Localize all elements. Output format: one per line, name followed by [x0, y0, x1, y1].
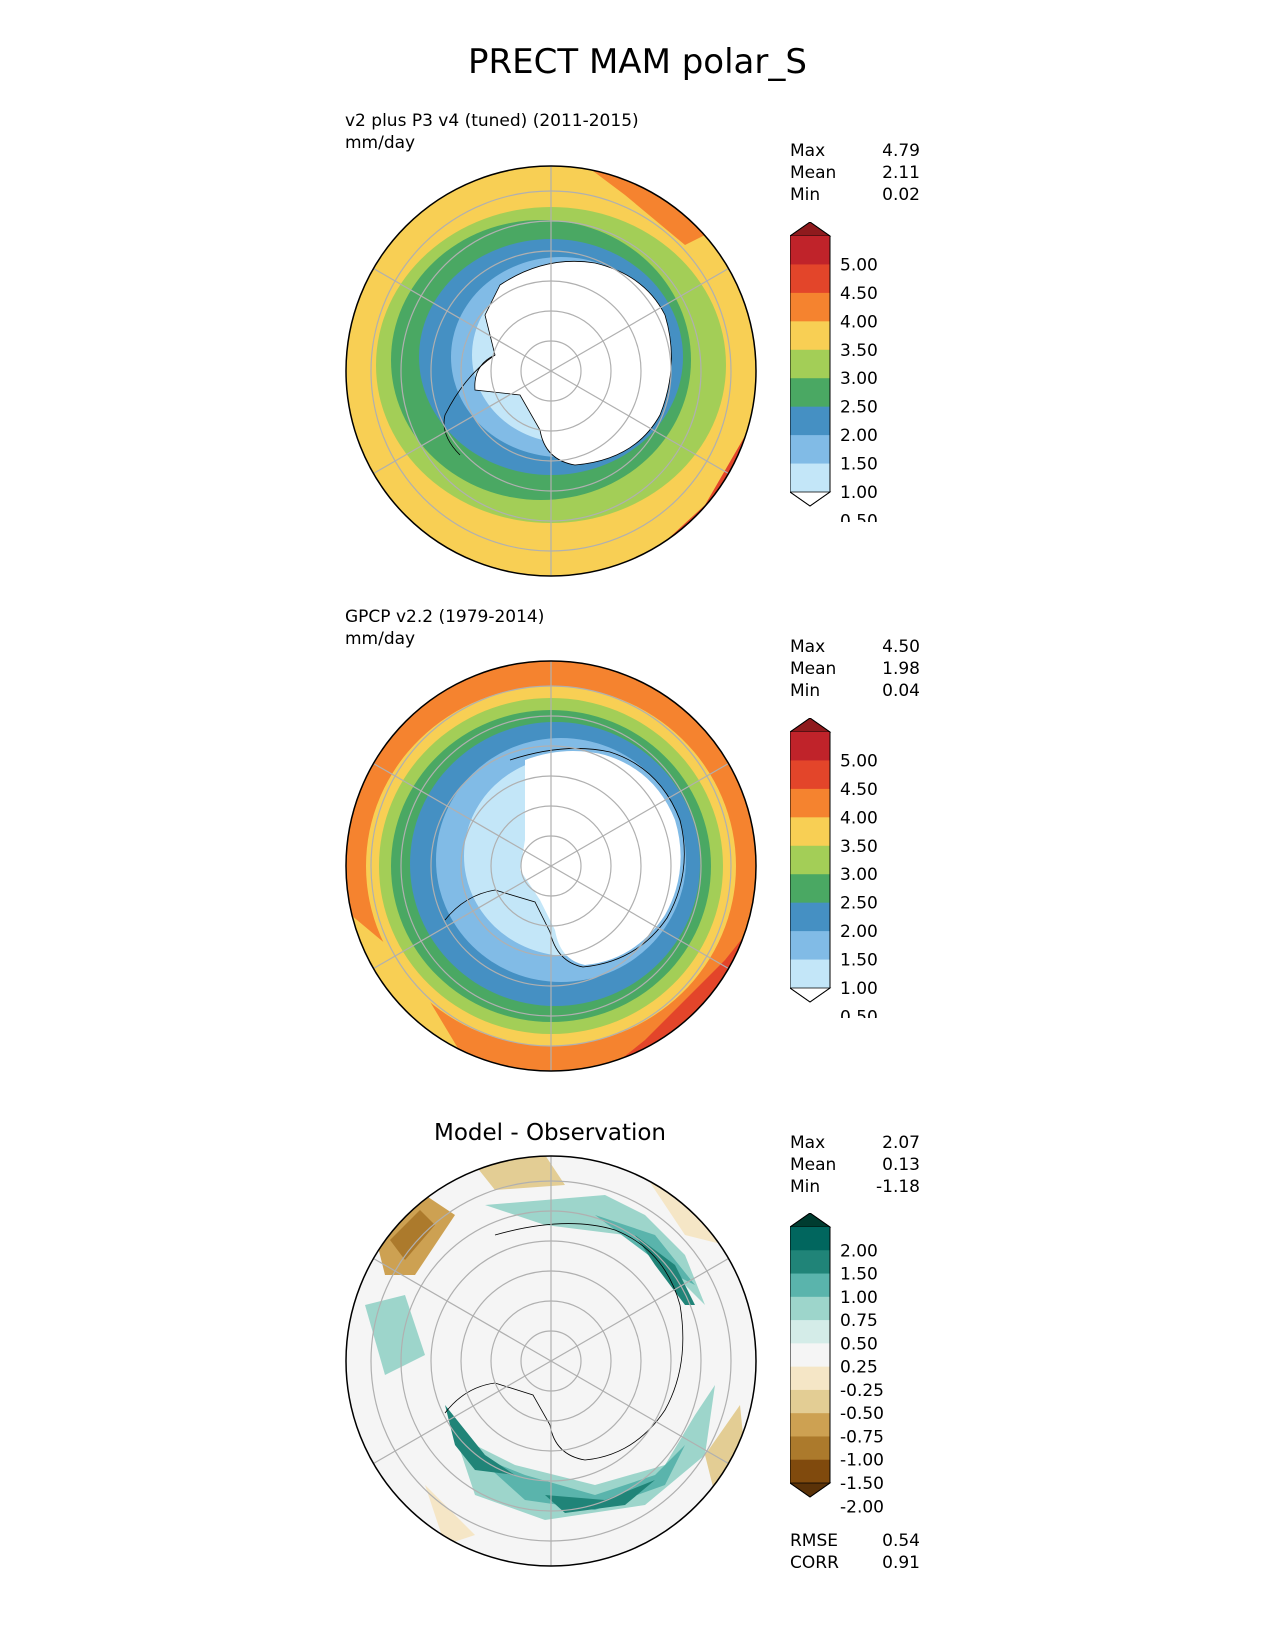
model-colorbar-tick-label: 4.00 — [840, 312, 878, 332]
obs-stat-mean: Mean 1.98 — [790, 659, 920, 679]
diff-stats: Max 2.07 Mean 0.13 Min -1.18 — [790, 1132, 920, 1198]
obs-stats: Max 4.50 Mean 1.98 Min 0.04 — [790, 636, 920, 702]
model-colorbar-tick-label: 0.50 — [840, 511, 878, 522]
model-stat-min: Min 0.02 — [790, 185, 920, 205]
diff-colorbar-tick-label: 0.50 — [840, 1334, 878, 1354]
model-colorbar-swatch — [790, 264, 830, 294]
diff-colorbar-tick-label: -0.25 — [840, 1381, 884, 1401]
model-units-label: mm/day — [345, 133, 416, 153]
figure-title: PRECT MAM polar_S — [468, 42, 807, 82]
diff-colorbar-swatch — [790, 1273, 830, 1298]
model-colorbar-outline — [790, 222, 831, 507]
model-colorbar-swatch — [790, 378, 830, 408]
model-polar-map — [345, 165, 757, 577]
obs-colorbar-swatch — [790, 874, 830, 904]
diff-colorbar-swatch — [790, 1250, 830, 1275]
model-colorbar-tick-label: 3.00 — [840, 369, 878, 389]
diff-stat-max: Max 2.07 — [790, 1133, 920, 1153]
diff-colorbar-tick-label: -1.00 — [840, 1451, 884, 1471]
obs-colorbar-tick-label: 2.00 — [840, 922, 878, 942]
obs-colorbar-tick-label: 3.00 — [840, 865, 878, 885]
diff-colorbar-tick-label: -0.75 — [840, 1427, 884, 1447]
diff-colorbar-swatch — [790, 1296, 830, 1321]
diff-colorbar-tick-label: 2.00 — [840, 1241, 878, 1261]
diff-colorbar-tick-label: -2.00 — [840, 1497, 884, 1513]
diff-colorbar-swatch — [790, 1459, 830, 1484]
model-stat-mean: Mean 2.11 — [790, 163, 920, 183]
diff-colorbar-swatch — [790, 1343, 830, 1368]
model-colorbar-swatch — [790, 236, 830, 265]
obs-colorbar-swatch — [790, 817, 830, 847]
diff-stat-min: Min -1.18 — [790, 1177, 920, 1197]
model-colorbar-tick-label: 1.00 — [840, 483, 878, 503]
obs-polar-map — [345, 660, 757, 1072]
obs-colorbar: 5.00 4.50 4.00 3.50 3.00 2.50 2.00 1.50 1.00 0.50 — [790, 718, 878, 1018]
model-colorbar-swatch — [790, 406, 830, 436]
model-colorbar-swatch — [790, 463, 830, 493]
obs-colorbar-tick-label: 1.50 — [840, 951, 878, 971]
obs-colorbar-swatch — [790, 732, 830, 761]
diff-colorbar-swatch — [790, 1320, 830, 1344]
obs-panel-title: GPCP v2.2 (1979-2014) mm/day — [345, 606, 544, 650]
model-colorbar-tick-label: 1.50 — [840, 455, 878, 475]
obs-colorbar-swatch — [790, 931, 830, 961]
diff-polar-map — [345, 1155, 757, 1567]
diff-colorbar-swatch — [790, 1413, 830, 1437]
model-colorbar-tick-label: 2.00 — [840, 426, 878, 446]
model-colorbar-swatch — [790, 292, 830, 322]
obs-colorbar-tick-label: 4.50 — [840, 780, 878, 800]
obs-colorbar-swatch — [790, 959, 830, 989]
diff-colorbar-tick-label: -1.50 — [840, 1474, 884, 1494]
diff-colorbar: 2.00 1.50 1.00 0.75 0.50 0.25 -0.25 -0.50 -0.75 -… — [790, 1213, 884, 1513]
model-colorbar-extend-min — [790, 491, 832, 507]
obs-colorbar-swatch — [790, 845, 830, 875]
diff-colorbar-tick-label: -0.50 — [840, 1404, 884, 1424]
diff-metric-corr: CORR 0.91 — [790, 1553, 920, 1573]
model-colorbar-swatch — [790, 349, 830, 379]
model-colorbar-swatch — [790, 321, 830, 351]
obs-colorbar-tick-label: 0.50 — [840, 1007, 878, 1018]
obs-colorbar-tick-label: 2.50 — [840, 894, 878, 914]
obs-colorbar-outline — [790, 718, 831, 1003]
diff-colorbar-swatch — [790, 1366, 830, 1391]
diff-colorbar-tick-label: 1.00 — [840, 1288, 878, 1308]
obs-colorbar-tick-label: 4.00 — [840, 808, 878, 828]
model-colorbar-tick-label: 4.50 — [840, 284, 878, 304]
diff-colorbar-swatch — [790, 1389, 830, 1414]
diff-colorbar-swatch — [790, 1227, 830, 1251]
diff-stat-mean: Mean 0.13 — [790, 1155, 920, 1175]
obs-colorbar-extend-min — [790, 987, 832, 1003]
obs-stat-min: Min 0.04 — [790, 681, 920, 701]
model-colorbar-extend-max — [790, 222, 832, 237]
obs-colorbar-extend-max — [790, 718, 832, 733]
obs-colorbar-tick-label: 3.50 — [840, 837, 878, 857]
diff-metrics: RMSE 0.54 CORR 0.91 — [790, 1530, 920, 1574]
obs-stat-max: Max 4.50 — [790, 637, 920, 657]
model-colorbar-tick-label: 5.00 — [840, 255, 878, 275]
diff-colorbar-extend-min — [790, 1482, 832, 1498]
model-stats: Max 4.79 Mean 2.11 Min 0.02 — [790, 140, 920, 206]
model-colorbar-tick-label: 2.50 — [840, 398, 878, 418]
diff-colorbar-swatch — [790, 1436, 830, 1461]
model-dataset-label: v2 plus P3 v4 (tuned) (2011-2015) — [345, 111, 639, 131]
diff-colorbar-tick-label: 1.50 — [840, 1265, 878, 1285]
diff-metric-rmse: RMSE 0.54 — [790, 1531, 920, 1551]
model-colorbar-tick-label: 3.50 — [840, 341, 878, 361]
diff-colorbar-outline — [790, 1213, 831, 1498]
model-colorbar-swatch — [790, 435, 830, 465]
obs-colorbar-swatch — [790, 788, 830, 818]
diff-panel-title: Model - Observation — [433, 1120, 667, 1146]
model-panel-title: v2 plus P3 v4 (tuned) (2011-2015) mm/day — [345, 110, 639, 154]
diff-colorbar-tick-label: 0.75 — [840, 1311, 878, 1331]
obs-colorbar-swatch — [790, 760, 830, 790]
obs-colorbar-swatch — [790, 902, 830, 932]
obs-colorbar-tick-label: 5.00 — [840, 751, 878, 771]
obs-units-label: mm/day — [345, 629, 416, 649]
model-stat-max: Max 4.79 — [790, 141, 920, 161]
diff-colorbar-tick-label: 0.25 — [840, 1358, 878, 1378]
diff-colorbar-extend-max — [790, 1213, 832, 1228]
obs-colorbar-tick-label: 1.00 — [840, 979, 878, 999]
model-colorbar: 5.00 4.50 4.00 3.50 3.00 2.50 2.00 1.50 1.00 0.50 — [790, 222, 878, 522]
obs-dataset-label: GPCP v2.2 (1979-2014) — [345, 607, 545, 627]
